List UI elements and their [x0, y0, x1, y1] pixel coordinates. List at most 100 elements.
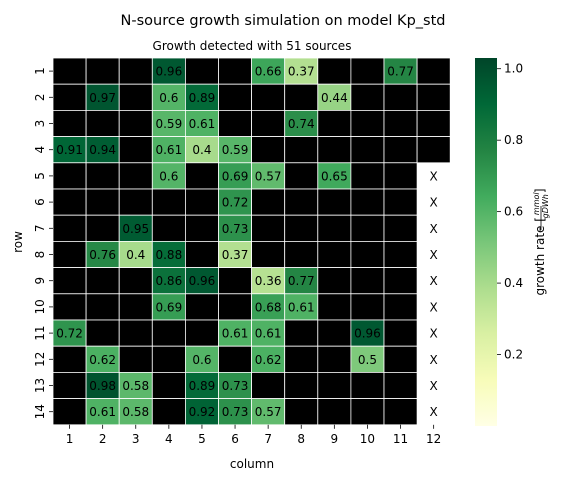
heatmap-cell-no-growth	[350, 83, 385, 111]
heatmap-cell-no-growth	[284, 188, 319, 216]
cell-value-label: 0.74	[288, 117, 315, 131]
x-tick-label: 8	[297, 432, 305, 446]
heatmap-cell	[151, 136, 186, 164]
heatmap-cell-no-growth	[184, 57, 219, 85]
missing-cell-marker: X	[430, 274, 438, 288]
heatmap-cell-no-growth	[184, 293, 219, 321]
colorbar-label: growth rate [mmolgDWh]	[532, 188, 550, 295]
x-tick-label: 1	[66, 432, 74, 446]
cell-value-label: 0.92	[189, 405, 216, 419]
cell-value-label: 0.6	[159, 91, 178, 105]
heatmap-cell	[350, 345, 385, 373]
heatmap-cell-no-growth	[383, 240, 418, 268]
heatmap-cell-no-growth	[416, 57, 451, 85]
heatmap-cell-no-growth	[284, 345, 319, 373]
heatmap-cell-no-growth	[317, 214, 352, 242]
heatmap-cell	[218, 371, 252, 399]
missing-cell-marker: X	[430, 327, 438, 341]
colorbar-label-prefix: growth rate [	[533, 217, 547, 295]
y-tick-label: 2	[33, 93, 47, 101]
heatmap-cell-no-growth	[383, 319, 418, 347]
heatmap-cell-no-growth	[118, 267, 153, 295]
heatmap-cell	[184, 110, 219, 138]
colorbar-ticks: 0.2 0.4 0.6 0.8 1.0	[497, 62, 523, 362]
heatmap-cell	[151, 83, 186, 111]
heatmap-cell	[118, 214, 153, 242]
heatmap-cell-no-growth	[118, 110, 153, 138]
cell-value-label: 0.91	[56, 143, 83, 157]
cell-value-label: 0.37	[222, 248, 249, 262]
y-tick-label: 11	[33, 325, 47, 340]
heatmap-cell	[317, 83, 352, 111]
cell-value-label: 0.37	[288, 65, 315, 79]
cell-value-label: 0.73	[222, 222, 249, 236]
heatmap-cell-no-growth	[284, 83, 319, 111]
missing-cell-marker: X	[430, 222, 438, 236]
heatmap-cell	[85, 398, 120, 426]
heatmap-cell-no-growth	[85, 293, 120, 321]
heatmap-cell-no-growth	[383, 162, 418, 190]
heatmap-cell-no-growth	[52, 110, 87, 138]
heatmap-cell-no-growth	[383, 136, 418, 164]
cell-value-label: 0.61	[255, 327, 282, 341]
x-axis-label: column	[230, 457, 274, 471]
colorbar-tick-label: 0.4	[504, 276, 523, 290]
y-tick-label: 12	[33, 352, 47, 367]
heatmap-cell-no-growth	[52, 398, 87, 426]
cell-value-label: 0.73	[222, 405, 249, 419]
heatmap-cell-no-growth	[350, 267, 385, 295]
heatmap-cell-no-growth	[118, 319, 153, 347]
cell-value-label: 0.72	[222, 196, 249, 210]
heatmap-cell	[284, 267, 319, 295]
heatmap-cell-no-growth	[118, 345, 153, 373]
cell-value-label: 0.86	[155, 274, 182, 288]
cell-value-label: 0.6	[159, 169, 178, 183]
heatmap-cell-no-growth	[118, 188, 153, 216]
x-tick-label: 5	[198, 432, 206, 446]
colorbar-label-numerator: mmol	[532, 192, 541, 215]
heatmap-cell-no-growth	[52, 214, 87, 242]
heatmap-cell-no-growth	[52, 240, 87, 268]
heatmap-cell-no-growth	[151, 214, 186, 242]
heatmap-cell	[52, 136, 87, 164]
heatmap-cell	[118, 398, 153, 426]
heatmap-cell-no-growth	[383, 267, 418, 295]
heatmap-cell-no-growth	[383, 371, 418, 399]
x-tick-label: 11	[393, 432, 408, 446]
heatmap-cell-no-growth	[251, 214, 286, 242]
chart-title: N-source growth simulation on model Kp_s…	[121, 13, 446, 29]
cell-value-label: 0.97	[89, 91, 116, 105]
cell-value-label: 0.59	[155, 117, 182, 131]
heatmap-cell-no-growth	[218, 57, 252, 85]
heatmap-cell-no-growth	[317, 136, 352, 164]
heatmap-cell-no-growth	[52, 345, 87, 373]
heatmap-cell	[218, 319, 252, 347]
heatmap-cell-no-growth	[218, 293, 252, 321]
cell-value-label: 0.58	[122, 405, 149, 419]
cell-value-label: 0.62	[89, 353, 116, 367]
heatmap-cell	[218, 188, 252, 216]
heatmap-cell-no-growth	[317, 319, 352, 347]
heatmap-cell-no-growth	[416, 110, 451, 138]
heatmap-cell	[251, 57, 286, 85]
cell-value-label: 0.98	[89, 379, 116, 393]
cell-value-label: 0.44	[321, 91, 348, 105]
heatmap-cell-no-growth	[251, 188, 286, 216]
heatmap-cell-no-growth	[383, 83, 418, 111]
heatmap-cell	[218, 136, 252, 164]
y-tick-label: 8	[33, 251, 47, 259]
missing-cell-marker: X	[430, 169, 438, 183]
heatmap-cell-no-growth	[118, 162, 153, 190]
cell-value-label: 0.66	[255, 65, 282, 79]
chart-subtitle: Growth detected with 51 sources	[153, 39, 352, 53]
heatmap-cell-no-growth	[284, 136, 319, 164]
heatmap-cell-no-growth	[350, 398, 385, 426]
heatmap-cell-no-growth	[383, 345, 418, 373]
heatmap-cell-no-growth	[416, 136, 451, 164]
heatmap-cell-no-growth	[184, 162, 219, 190]
cell-value-label: 0.61	[288, 300, 315, 314]
heatmap-cell	[251, 398, 286, 426]
heatmap-cell-no-growth	[350, 136, 385, 164]
heatmap-cell-no-growth	[317, 267, 352, 295]
